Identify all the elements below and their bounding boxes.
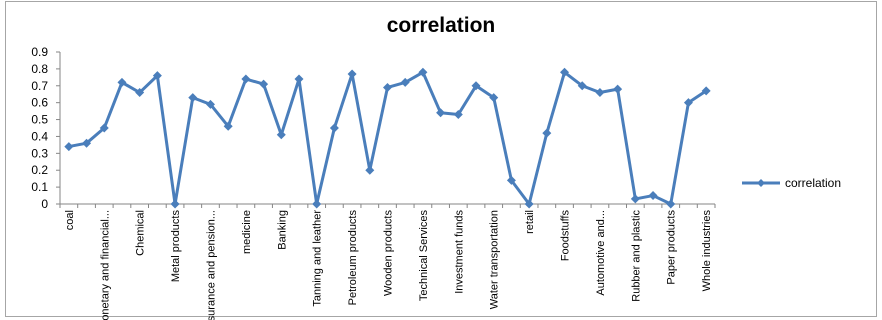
data-point bbox=[152, 71, 162, 81]
data-point bbox=[648, 191, 658, 201]
x-tick-label: Wooden products bbox=[383, 210, 395, 297]
data-point bbox=[542, 128, 552, 138]
data-point bbox=[312, 199, 322, 209]
data-point bbox=[117, 77, 127, 87]
data-point bbox=[683, 98, 693, 108]
x-tick-label: Automotive and... bbox=[595, 210, 607, 296]
x-tick-label: Investment funds bbox=[453, 210, 465, 294]
data-point bbox=[613, 84, 623, 94]
data-point bbox=[666, 199, 676, 209]
legend-label: correlation bbox=[785, 176, 841, 190]
x-tick-label: coal bbox=[64, 210, 76, 230]
data-point bbox=[524, 199, 534, 209]
x-tick-label: Water transportation bbox=[489, 210, 501, 309]
x-tick-label: Monetary and financial... bbox=[99, 210, 111, 320]
y-tick-label: 0.8 bbox=[31, 62, 48, 76]
y-tick-label: 0.6 bbox=[31, 96, 48, 110]
data-point bbox=[99, 123, 109, 133]
x-tick-label: Paper products bbox=[666, 210, 678, 285]
data-point bbox=[294, 74, 304, 84]
x-tick-label: Technical Services bbox=[418, 210, 430, 302]
data-point bbox=[701, 86, 711, 96]
chart-title: correlation bbox=[386, 14, 496, 37]
x-tick-label: Petroleum products bbox=[347, 210, 359, 306]
data-point bbox=[471, 81, 481, 91]
x-tick-label: Chemical bbox=[135, 210, 147, 256]
data-point bbox=[365, 165, 375, 175]
legend-marker bbox=[757, 179, 765, 187]
y-tick-label: 0.2 bbox=[31, 163, 48, 177]
y-tick-label: 0.5 bbox=[31, 113, 48, 127]
data-point bbox=[383, 82, 392, 92]
x-tick-label: Tanning and leather bbox=[312, 210, 324, 307]
data-point bbox=[276, 130, 286, 140]
data-point bbox=[82, 138, 92, 148]
data-point bbox=[453, 109, 463, 119]
data-point bbox=[560, 67, 570, 77]
x-tick-label: retail bbox=[524, 210, 536, 234]
data-point bbox=[135, 88, 145, 98]
x-tick-label: Metal products bbox=[170, 210, 182, 283]
y-tick-label: 0.9 bbox=[31, 45, 48, 59]
data-point bbox=[188, 93, 198, 103]
data-point bbox=[170, 199, 180, 209]
data-point bbox=[223, 121, 233, 131]
x-tick-label: Foodstuffs bbox=[560, 210, 572, 262]
x-tick-label: medicine bbox=[241, 210, 253, 254]
y-tick-label: 0.1 bbox=[31, 180, 48, 194]
data-point bbox=[400, 77, 410, 87]
data-point bbox=[630, 194, 640, 204]
data-point bbox=[205, 99, 215, 109]
data-point bbox=[506, 175, 516, 185]
data-point bbox=[329, 123, 339, 133]
data-point bbox=[241, 74, 251, 84]
x-tick-label: Rubber and plastic bbox=[630, 210, 642, 302]
data-point bbox=[489, 93, 499, 103]
data-point bbox=[418, 67, 428, 77]
x-tick-label: Whole industries bbox=[701, 210, 713, 292]
chart-area bbox=[5, 1, 877, 317]
data-point bbox=[64, 142, 74, 152]
data-point bbox=[259, 79, 269, 89]
x-tick-label: Insurance and pension... bbox=[205, 210, 217, 320]
y-tick-label: 0.3 bbox=[31, 146, 48, 160]
data-point bbox=[595, 88, 605, 98]
data-point bbox=[347, 69, 357, 79]
data-point bbox=[577, 81, 587, 91]
series-line bbox=[68, 70, 707, 206]
y-tick-label: 0.7 bbox=[31, 79, 48, 93]
y-tick-label: 0 bbox=[41, 197, 48, 211]
y-tick-label: 0.4 bbox=[31, 129, 48, 143]
x-tick-label: Banking bbox=[276, 210, 288, 250]
data-point bbox=[436, 108, 446, 118]
